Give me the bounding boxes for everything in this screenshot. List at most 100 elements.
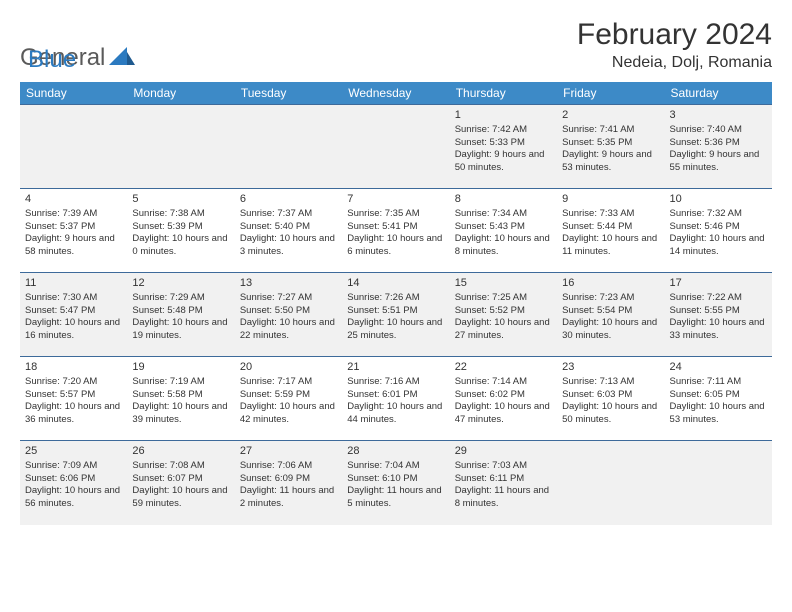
calendar-day-cell: 29Sunrise: 7:03 AMSunset: 6:11 PMDayligh… <box>450 441 557 525</box>
calendar-empty-cell <box>127 105 234 189</box>
logo-word-blue: Blue <box>28 46 76 74</box>
sunset-line: Sunset: 5:41 PM <box>347 221 444 234</box>
calendar-day-cell: 17Sunrise: 7:22 AMSunset: 5:55 PMDayligh… <box>665 273 772 357</box>
sunset-line: Sunset: 5:58 PM <box>132 389 229 402</box>
sunrise-line: Sunrise: 7:03 AM <box>455 460 552 473</box>
calendar-day-cell: 12Sunrise: 7:29 AMSunset: 5:48 PMDayligh… <box>127 273 234 357</box>
calendar-week-row: 25Sunrise: 7:09 AMSunset: 6:06 PM Dayligh… <box>20 441 772 525</box>
sunset-line: Sunset: 5:47 PM <box>25 305 122 318</box>
day-number: 5 <box>132 192 229 207</box>
calendar-day-cell: 22Sunrise: 7:14 AMSunset: 6:02 PMDayligh… <box>450 357 557 441</box>
day-number: 15 <box>455 276 552 291</box>
daylight-line: Daylight: 10 hours and 11 minutes. <box>562 233 659 259</box>
sunrise-line: Sunrise: 7:42 AM <box>455 124 552 137</box>
sunset-line: Sunset: 5:52 PM <box>455 305 552 318</box>
sunset-line: Sunset: 6:03 PM <box>562 389 659 402</box>
sunset-line: Sunset: 5:59 PM <box>240 389 337 402</box>
sunrise-line: Sunrise: 7:29 AM <box>132 292 229 305</box>
sunrise-line: Sunrise: 7:22 AM <box>670 292 767 305</box>
daylight-line: Daylight: 10 hours and 42 minutes. <box>240 401 337 427</box>
day-number: 19 <box>132 360 229 375</box>
sunset-line: Sunset: 6:06 PM <box>25 473 122 486</box>
daylight-line: Daylight: 10 hours and 39 minutes. <box>132 401 229 427</box>
day-number: 7 <box>347 192 444 207</box>
calendar-week-row: 1Sunrise: 7:42 AMSunset: 5:33 PMDaylight… <box>20 105 772 189</box>
calendar-empty-cell <box>235 105 342 189</box>
daylight-line: Daylight: 10 hours and 6 minutes. <box>347 233 444 259</box>
day-number: 22 <box>455 360 552 375</box>
calendar-day-cell: 1Sunrise: 7:42 AMSunset: 5:33 PMDaylight… <box>450 105 557 189</box>
calendar-day-cell: 23Sunrise: 7:13 AMSunset: 6:03 PMDayligh… <box>557 357 664 441</box>
day-number: 2 <box>562 108 659 123</box>
day-of-week-header: Thursday <box>450 82 557 105</box>
daylight-line: Daylight: 10 hours and 47 minutes. <box>455 401 552 427</box>
daylight-line: Daylight: 10 hours and 36 minutes. <box>25 401 122 427</box>
calendar-day-cell: 10Sunrise: 7:32 AMSunset: 5:46 PMDayligh… <box>665 189 772 273</box>
daylight-line: Daylight: 10 hours and 33 minutes. <box>670 317 767 343</box>
sunset-line: Sunset: 6:05 PM <box>670 389 767 402</box>
day-number: 11 <box>25 276 122 291</box>
sunrise-line: Sunrise: 7:26 AM <box>347 292 444 305</box>
sunrise-line: Sunrise: 7:25 AM <box>455 292 552 305</box>
sunrise-line: Sunrise: 7:16 AM <box>347 376 444 389</box>
sunrise-line: Sunrise: 7:33 AM <box>562 208 659 221</box>
day-number: 24 <box>670 360 767 375</box>
day-number: 25 <box>25 444 122 459</box>
sunrise-line: Sunrise: 7:19 AM <box>132 376 229 389</box>
daylight-line: Daylight: 9 hours and 53 minutes. <box>562 149 659 175</box>
day-number: 6 <box>240 192 337 207</box>
calendar-day-cell: 4Sunrise: 7:39 AMSunset: 5:37 PMDaylight… <box>20 189 127 273</box>
day-number: 16 <box>562 276 659 291</box>
sunrise-line: Sunrise: 7:14 AM <box>455 376 552 389</box>
sunset-line: Sunset: 5:35 PM <box>562 137 659 150</box>
sunset-line: Sunset: 5:51 PM <box>347 305 444 318</box>
calendar-day-cell: 28Sunrise: 7:04 AMSunset: 6:10 PMDayligh… <box>342 441 449 525</box>
daylight-line: Daylight: 9 hours and 50 minutes. <box>455 149 552 175</box>
daylight-line: Daylight: 10 hours and 27 minutes. <box>455 317 552 343</box>
daylight-line: Daylight: 10 hours and 14 minutes. <box>670 233 767 259</box>
day-number: 12 <box>132 276 229 291</box>
calendar-day-cell: 20Sunrise: 7:17 AMSunset: 5:59 PMDayligh… <box>235 357 342 441</box>
day-number: 26 <box>132 444 229 459</box>
daylight-line: Daylight: 10 hours and 16 minutes. <box>25 317 122 343</box>
sunrise-line: Sunrise: 7:09 AM <box>25 460 122 473</box>
sunrise-line: Sunrise: 7:32 AM <box>670 208 767 221</box>
calendar-day-cell: 21Sunrise: 7:16 AMSunset: 6:01 PMDayligh… <box>342 357 449 441</box>
calendar-day-cell: 2Sunrise: 7:41 AMSunset: 5:35 PMDaylight… <box>557 105 664 189</box>
day-number: 28 <box>347 444 444 459</box>
sunset-line: Sunset: 5:43 PM <box>455 221 552 234</box>
daylight-line: Daylight: 9 hours and 55 minutes. <box>670 149 767 175</box>
header: General February 2024 Nedeia, Dolj, Roma… <box>20 18 772 72</box>
sunrise-line: Sunrise: 7:17 AM <box>240 376 337 389</box>
sunset-line: Sunset: 5:40 PM <box>240 221 337 234</box>
sunset-line: Sunset: 5:36 PM <box>670 137 767 150</box>
calendar-day-cell: 14Sunrise: 7:26 AMSunset: 5:51 PMDayligh… <box>342 273 449 357</box>
calendar-day-cell: 9Sunrise: 7:33 AMSunset: 5:44 PMDaylight… <box>557 189 664 273</box>
sunset-line: Sunset: 5:44 PM <box>562 221 659 234</box>
calendar-empty-cell <box>20 105 127 189</box>
calendar-week-row: 4Sunrise: 7:39 AMSunset: 5:37 PMDaylight… <box>20 189 772 273</box>
sunset-line: Sunset: 5:50 PM <box>240 305 337 318</box>
daylight-line: Daylight: 9 hours and 58 minutes. <box>25 233 122 259</box>
daylight-line: Daylight: 10 hours and 30 minutes. <box>562 317 659 343</box>
logo-triangle-icon <box>109 44 135 72</box>
location: Nedeia, Dolj, Romania <box>577 54 772 72</box>
sunset-line: Sunset: 6:09 PM <box>240 473 337 486</box>
sunrise-line: Sunrise: 7:34 AM <box>455 208 552 221</box>
calendar-empty-cell <box>557 441 664 525</box>
day-of-week-row: SundayMondayTuesdayWednesdayThursdayFrid… <box>20 82 772 105</box>
day-of-week-header: Monday <box>127 82 234 105</box>
sunrise-line: Sunrise: 7:30 AM <box>25 292 122 305</box>
calendar-empty-cell <box>665 441 772 525</box>
day-number: 3 <box>670 108 767 123</box>
daylight-line: Daylight: 11 hours and 2 minutes. <box>240 485 337 511</box>
sunrise-line: Sunrise: 7:04 AM <box>347 460 444 473</box>
day-number: 10 <box>670 192 767 207</box>
day-of-week-header: Saturday <box>665 82 772 105</box>
sunrise-line: Sunrise: 7:37 AM <box>240 208 337 221</box>
day-number: 21 <box>347 360 444 375</box>
daylight-line: Daylight: 10 hours and 25 minutes. <box>347 317 444 343</box>
day-number: 20 <box>240 360 337 375</box>
day-number: 1 <box>455 108 552 123</box>
calendar-day-cell: 6Sunrise: 7:37 AMSunset: 5:40 PMDaylight… <box>235 189 342 273</box>
